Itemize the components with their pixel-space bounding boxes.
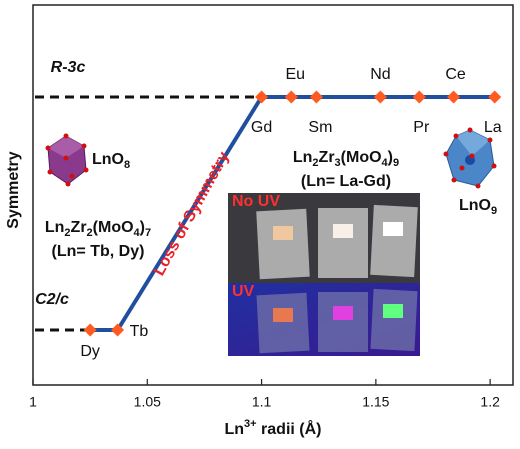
point-label: Gd	[251, 119, 272, 136]
formula-part: Ln	[45, 219, 65, 236]
point-label: Eu	[285, 66, 305, 83]
formula-sub: 2	[312, 157, 318, 169]
x-label-sup: 3+	[244, 418, 257, 430]
data-point	[83, 323, 97, 337]
formula-part: Ln	[293, 149, 313, 166]
phase-formula: Ln2Zr2(MoO4)7	[45, 219, 151, 239]
phase-formula: Ln2Zr3(MoO4)9	[293, 149, 399, 169]
formula-part: (MoO	[93, 219, 134, 236]
photo-label: UV	[232, 283, 255, 300]
x-tick-label: 1.15	[362, 394, 389, 410]
annotation-sub: 9	[491, 205, 497, 217]
plot-frame	[32, 4, 514, 386]
formula-part: )	[140, 219, 145, 236]
x-label-part: Ln	[225, 421, 245, 438]
formula-part: Zr	[71, 219, 87, 236]
data-point	[447, 90, 461, 104]
x-tick-label: 1.1	[252, 394, 272, 410]
formula-sub: 2	[87, 227, 93, 239]
x-tick-label: 1	[29, 394, 37, 410]
annotation: LnO9	[459, 197, 497, 217]
formula-part: (MoO	[341, 149, 382, 166]
point-label: La	[484, 119, 502, 136]
annotation-part: LnO	[459, 197, 491, 214]
lno9-icon	[443, 127, 497, 189]
formula-part: )	[388, 149, 393, 166]
photo-label: No UV	[232, 193, 280, 210]
annotation-part: LnO	[92, 151, 124, 168]
photo-inset	[228, 193, 420, 356]
formula-sub: 4	[382, 157, 389, 169]
annotation-sub: 8	[124, 159, 130, 171]
formula-sub: 7	[145, 227, 151, 239]
point-label: Tb	[130, 323, 149, 340]
formula-sub: 2	[64, 227, 70, 239]
x-axis-label: Ln3+ radii (Å)	[225, 418, 322, 438]
y-axis-label: Symmetry	[5, 151, 22, 228]
formula-part: Zr	[319, 149, 335, 166]
formula-sub: 3	[335, 157, 341, 169]
annotation: LnO8	[92, 151, 130, 171]
point-label: Pr	[413, 119, 430, 136]
data-point	[111, 323, 125, 337]
data-point	[255, 90, 269, 104]
point-label: Nd	[370, 66, 390, 83]
data-point	[284, 90, 298, 104]
lno8-icon	[45, 133, 89, 187]
x-tick-label: 1.05	[134, 394, 161, 410]
point-label: Sm	[308, 119, 332, 136]
x-tick-label: 1.2	[480, 394, 500, 410]
data-point	[373, 90, 387, 104]
plot-layer: C2/c R-3c 1 1.05 1.1 1.15 1.2 Dy Tb Gd Eu Sm Nd Pr Ce L…	[29, 59, 502, 409]
data-point	[412, 90, 426, 104]
point-label: Ce	[445, 66, 466, 83]
transition-label: Loss of Symmetry	[151, 149, 233, 279]
x-label-part: radii (Å)	[257, 419, 322, 438]
data-point	[309, 90, 323, 104]
y-tick-label: C2/c	[35, 291, 69, 308]
phase-members: (Ln= La-Gd)	[301, 173, 391, 190]
phase-members: (Ln= Tb, Dy)	[52, 243, 145, 260]
y-tick-label: R-3c	[51, 59, 86, 76]
data-point	[488, 90, 502, 104]
formula-sub: 4	[134, 227, 141, 239]
point-label: Dy	[80, 343, 100, 360]
formula-sub: 9	[393, 157, 399, 169]
